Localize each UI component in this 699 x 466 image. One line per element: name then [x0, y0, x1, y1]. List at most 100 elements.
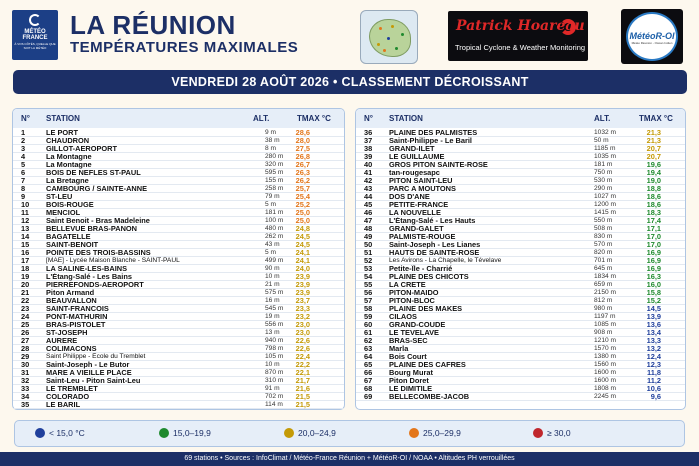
station-name: La Bretagne [46, 177, 89, 185]
table-row: 4 La Montagne 280 m 26,8 [13, 153, 344, 161]
station-tmax: 23,9 [295, 280, 310, 289]
table-row: 13 BELLEVUE BRAS-PANON 480 m 24,8 [13, 225, 344, 233]
station-tmax: 17,0 [646, 240, 661, 249]
station-tmax: 26,2 [295, 176, 310, 185]
rank-number: 60 [364, 320, 373, 329]
table-row: 51 HAUTS DE SAINTE-ROSE 820 m 16,9 [356, 249, 685, 257]
table-row: 5 La Montagne 320 m 26,7 [13, 161, 344, 169]
table-row: 41 tan-rougesapc 750 m 19,4 [356, 169, 685, 177]
station-name: LA SALINE-LES-BAINS [46, 265, 128, 273]
station-name: Saint-Leu - Piton Saint-Leu [46, 377, 141, 385]
rank-number: 41 [364, 168, 373, 177]
table-row: 20 PIERREFONDS-AEROPORT 21 m 23,9 [13, 281, 344, 289]
station-name: Piton Doret [389, 377, 429, 385]
station-altitude: 13 m [265, 329, 280, 336]
legend-dot-icon [159, 428, 169, 438]
rank-number: 16 [21, 248, 30, 257]
rank-number: 29 [21, 352, 30, 361]
rank-number: 22 [21, 296, 30, 305]
rank-number: 37 [364, 136, 373, 145]
station-name: Marla [389, 345, 409, 353]
station-name: Les Avirons - La Chapelle, le Tévelave [389, 257, 502, 264]
station-altitude: 21 m [265, 281, 280, 288]
col-station: STATION [46, 114, 80, 123]
logo-line-3: À VOS CÔTÉS, QUELLE QUE SOIT LA MÉTÉO [14, 42, 56, 50]
station-name: La Montagne [46, 161, 92, 169]
station-altitude: 1032 m [594, 129, 616, 136]
legend-label: 20,0–24,9 [298, 428, 336, 438]
station-altitude: 10 m [265, 273, 280, 280]
station-tmax: 17,1 [646, 224, 661, 233]
rank-number: 8 [21, 184, 26, 193]
station-tmax: 22,4 [295, 352, 310, 361]
station-name: BEAUVALLON [46, 297, 97, 305]
station-name: MARE A VIEILLE PLACE [46, 369, 132, 377]
table-row: 32 Saint-Leu - Piton Saint-Leu 310 m 21,7 [13, 377, 344, 385]
rank-number: 52 [364, 256, 373, 265]
station-name: PLAINE DES CAFRES [389, 361, 466, 369]
station-name: LE PORT [46, 129, 79, 137]
station-tmax: 11,2 [647, 376, 661, 385]
partner-tagline: Tropical Cyclone & Weather Monitoring [455, 43, 586, 52]
meteo-france-mark-icon [29, 14, 41, 26]
station-altitude: 1200 m [594, 201, 616, 208]
rank-number: 68 [364, 384, 373, 393]
station-altitude: 280 m [265, 153, 284, 160]
table-row: 27 AURERE 940 m 22,6 [13, 337, 344, 345]
station-tmax: 15,8 [646, 288, 661, 297]
rank-number: 24 [21, 312, 30, 321]
rank-number: 10 [21, 200, 30, 209]
table-row: 6 BOIS DE NEFLES ST-PAUL 595 m 26,3 [13, 169, 344, 177]
station-name: Piton Armand [46, 289, 95, 297]
station-name: LE DIMITILE [389, 385, 433, 393]
table-row: 52 Les Avirons - La Chapelle, le Tévelave… [356, 257, 685, 265]
map-dot [379, 27, 382, 30]
station-altitude: 1834 m [594, 273, 616, 280]
station-altitude: 181 m [594, 161, 613, 168]
table-row: 61 LE TEVELAVE 908 m 13,4 [356, 329, 685, 337]
table-row: 55 LA CRETE 659 m 16,0 [356, 281, 685, 289]
island-map-thumbnail[interactable] [360, 10, 418, 64]
legend-item: 25,0–29,9 [409, 428, 461, 438]
station-altitude: 1600 m [594, 369, 616, 376]
station-tmax: 13,9 [646, 312, 661, 321]
table-row: 15 SAINT-BENOIT 43 m 24,5 [13, 241, 344, 249]
table-row: 48 GRAND-GALET 508 m 17,1 [356, 225, 685, 233]
meteor-oi-logo[interactable]: MétéoR-OI Météo Réunion - Océan Indien [621, 9, 683, 64]
station-tmax: 21,3 [646, 136, 661, 145]
meteor-oi-logo-sub: Météo Réunion - Océan Indien [631, 41, 673, 45]
station-altitude: 812 m [594, 297, 613, 304]
station-name: BRAS-PISTOLET [46, 321, 106, 329]
table-row: 49 PALMISTE-ROUGE 830 m 17,0 [356, 233, 685, 241]
rank-number: 44 [364, 192, 373, 201]
table-row: 14 BAGATELLE 262 m 24,5 [13, 233, 344, 241]
station-name: PETITE-FRANCE [389, 201, 449, 209]
station-altitude: 575 m [265, 289, 284, 296]
table-body: 1 LE PORT 9 m 28,6 2 CHAUDRON 38 m 28,0 3 GILLOT-… [13, 128, 344, 409]
station-name: Saint Philippe - École du Tremblet [46, 353, 146, 360]
table-row: 25 BRAS-PISTOLET 556 m 23,0 [13, 321, 344, 329]
table-row: 33 LE TREMBLET 91 m 21,6 [13, 385, 344, 393]
station-altitude: 940 m [265, 337, 284, 344]
table-row: 31 MARE A VIEILLE PLACE 870 m 22,1 [13, 369, 344, 377]
station-name: CAMBOURG / SAINTE-ANNE [46, 185, 148, 193]
rank-number: 55 [364, 280, 373, 289]
rank-number: 36 [364, 128, 373, 137]
station-tmax: 26,7 [295, 160, 310, 169]
rank-number: 67 [364, 376, 373, 385]
station-tmax: 19,0 [646, 176, 661, 185]
rank-number: 58 [364, 304, 373, 313]
station-name: PALMISTE-ROUGE [389, 233, 456, 241]
meteo-france-logo: MÉTÉO FRANCE À VOS CÔTÉS, QUELLE QUE SOI… [12, 10, 58, 60]
rank-number: 1 [21, 128, 26, 137]
station-altitude: 38 m [265, 137, 280, 144]
station-tmax: 16,0 [646, 280, 661, 289]
station-tmax: 13,3 [646, 336, 661, 345]
table-row: 68 LE DIMITILE 1808 m 10,6 [356, 385, 685, 393]
table-row: 10 BOIS-ROUGE 5 m 25,2 [13, 201, 344, 209]
station-name: POINTE DES TROIS-BASSINS [46, 249, 151, 257]
rank-number: 42 [364, 176, 373, 185]
partner-banner[interactable]: Patrick Hoareau Tropical Cyclone & Weath… [448, 11, 588, 61]
station-altitude: 1808 m [594, 385, 616, 392]
station-tmax: 25,2 [295, 200, 310, 209]
